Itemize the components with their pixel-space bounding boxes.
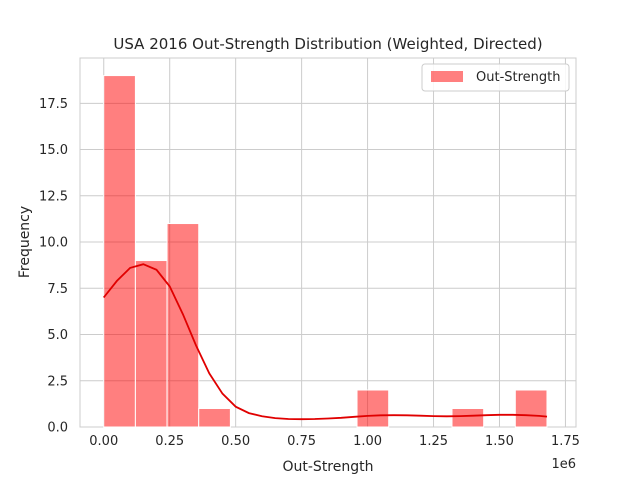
- histogram-bar-13: [514, 389, 548, 428]
- x-tick-label-6: 1.50: [485, 434, 514, 449]
- y-tick-label-3: 7.5: [47, 282, 68, 297]
- y-tick-label-4: 10.0: [39, 236, 68, 251]
- histogram-bar-1: [134, 260, 168, 428]
- x-axis-ticks: 0.00 0.25 0.50 0.75 1.00 1.25 1.50 1.75: [89, 434, 580, 449]
- chart-title: USA 2016 Out-Strength Distribution (Weig…: [113, 35, 542, 53]
- y-tick-label-1: 2.5: [47, 374, 68, 389]
- x-tick-label-5: 1.25: [419, 434, 448, 449]
- x-tick-label-7: 1.75: [551, 434, 580, 449]
- legend: Out-Strength: [421, 63, 570, 92]
- histogram-bar-8: [356, 389, 390, 428]
- y-tick-label-2: 5.0: [47, 328, 68, 343]
- kde-curve: [102, 263, 548, 421]
- histogram-bar-2: [166, 223, 200, 428]
- x-axis-offset-label: 1e6: [551, 457, 576, 472]
- y-axis-label: Frequency: [17, 206, 33, 278]
- histogram-bar-11: [451, 408, 485, 428]
- histogram-bar-0: [103, 75, 136, 428]
- x-axis-label: Out-Strength: [283, 459, 374, 475]
- x-tick-label-1: 0.25: [155, 434, 184, 449]
- legend-label: Out-Strength: [476, 70, 561, 85]
- legend-swatch: [431, 71, 463, 82]
- x-tick-label-3: 0.75: [287, 434, 316, 449]
- y-tick-label-6: 15.0: [39, 143, 68, 158]
- histogram-bar-3: [198, 408, 231, 428]
- x-tick-label-2: 0.50: [221, 434, 250, 449]
- histogram-bars: [103, 75, 548, 428]
- legend-frame: [421, 63, 570, 92]
- y-tick-label-0: 0.0: [47, 421, 68, 436]
- y-tick-label-7: 17.5: [39, 97, 68, 112]
- x-tick-label-4: 1.00: [353, 434, 382, 449]
- y-tick-label-5: 12.5: [39, 189, 68, 204]
- y-axis-ticks: 0.0 2.5 5.0 7.5 10.0 12.5 15.0 17.5: [39, 97, 68, 436]
- x-tick-label-0: 0.00: [89, 434, 118, 449]
